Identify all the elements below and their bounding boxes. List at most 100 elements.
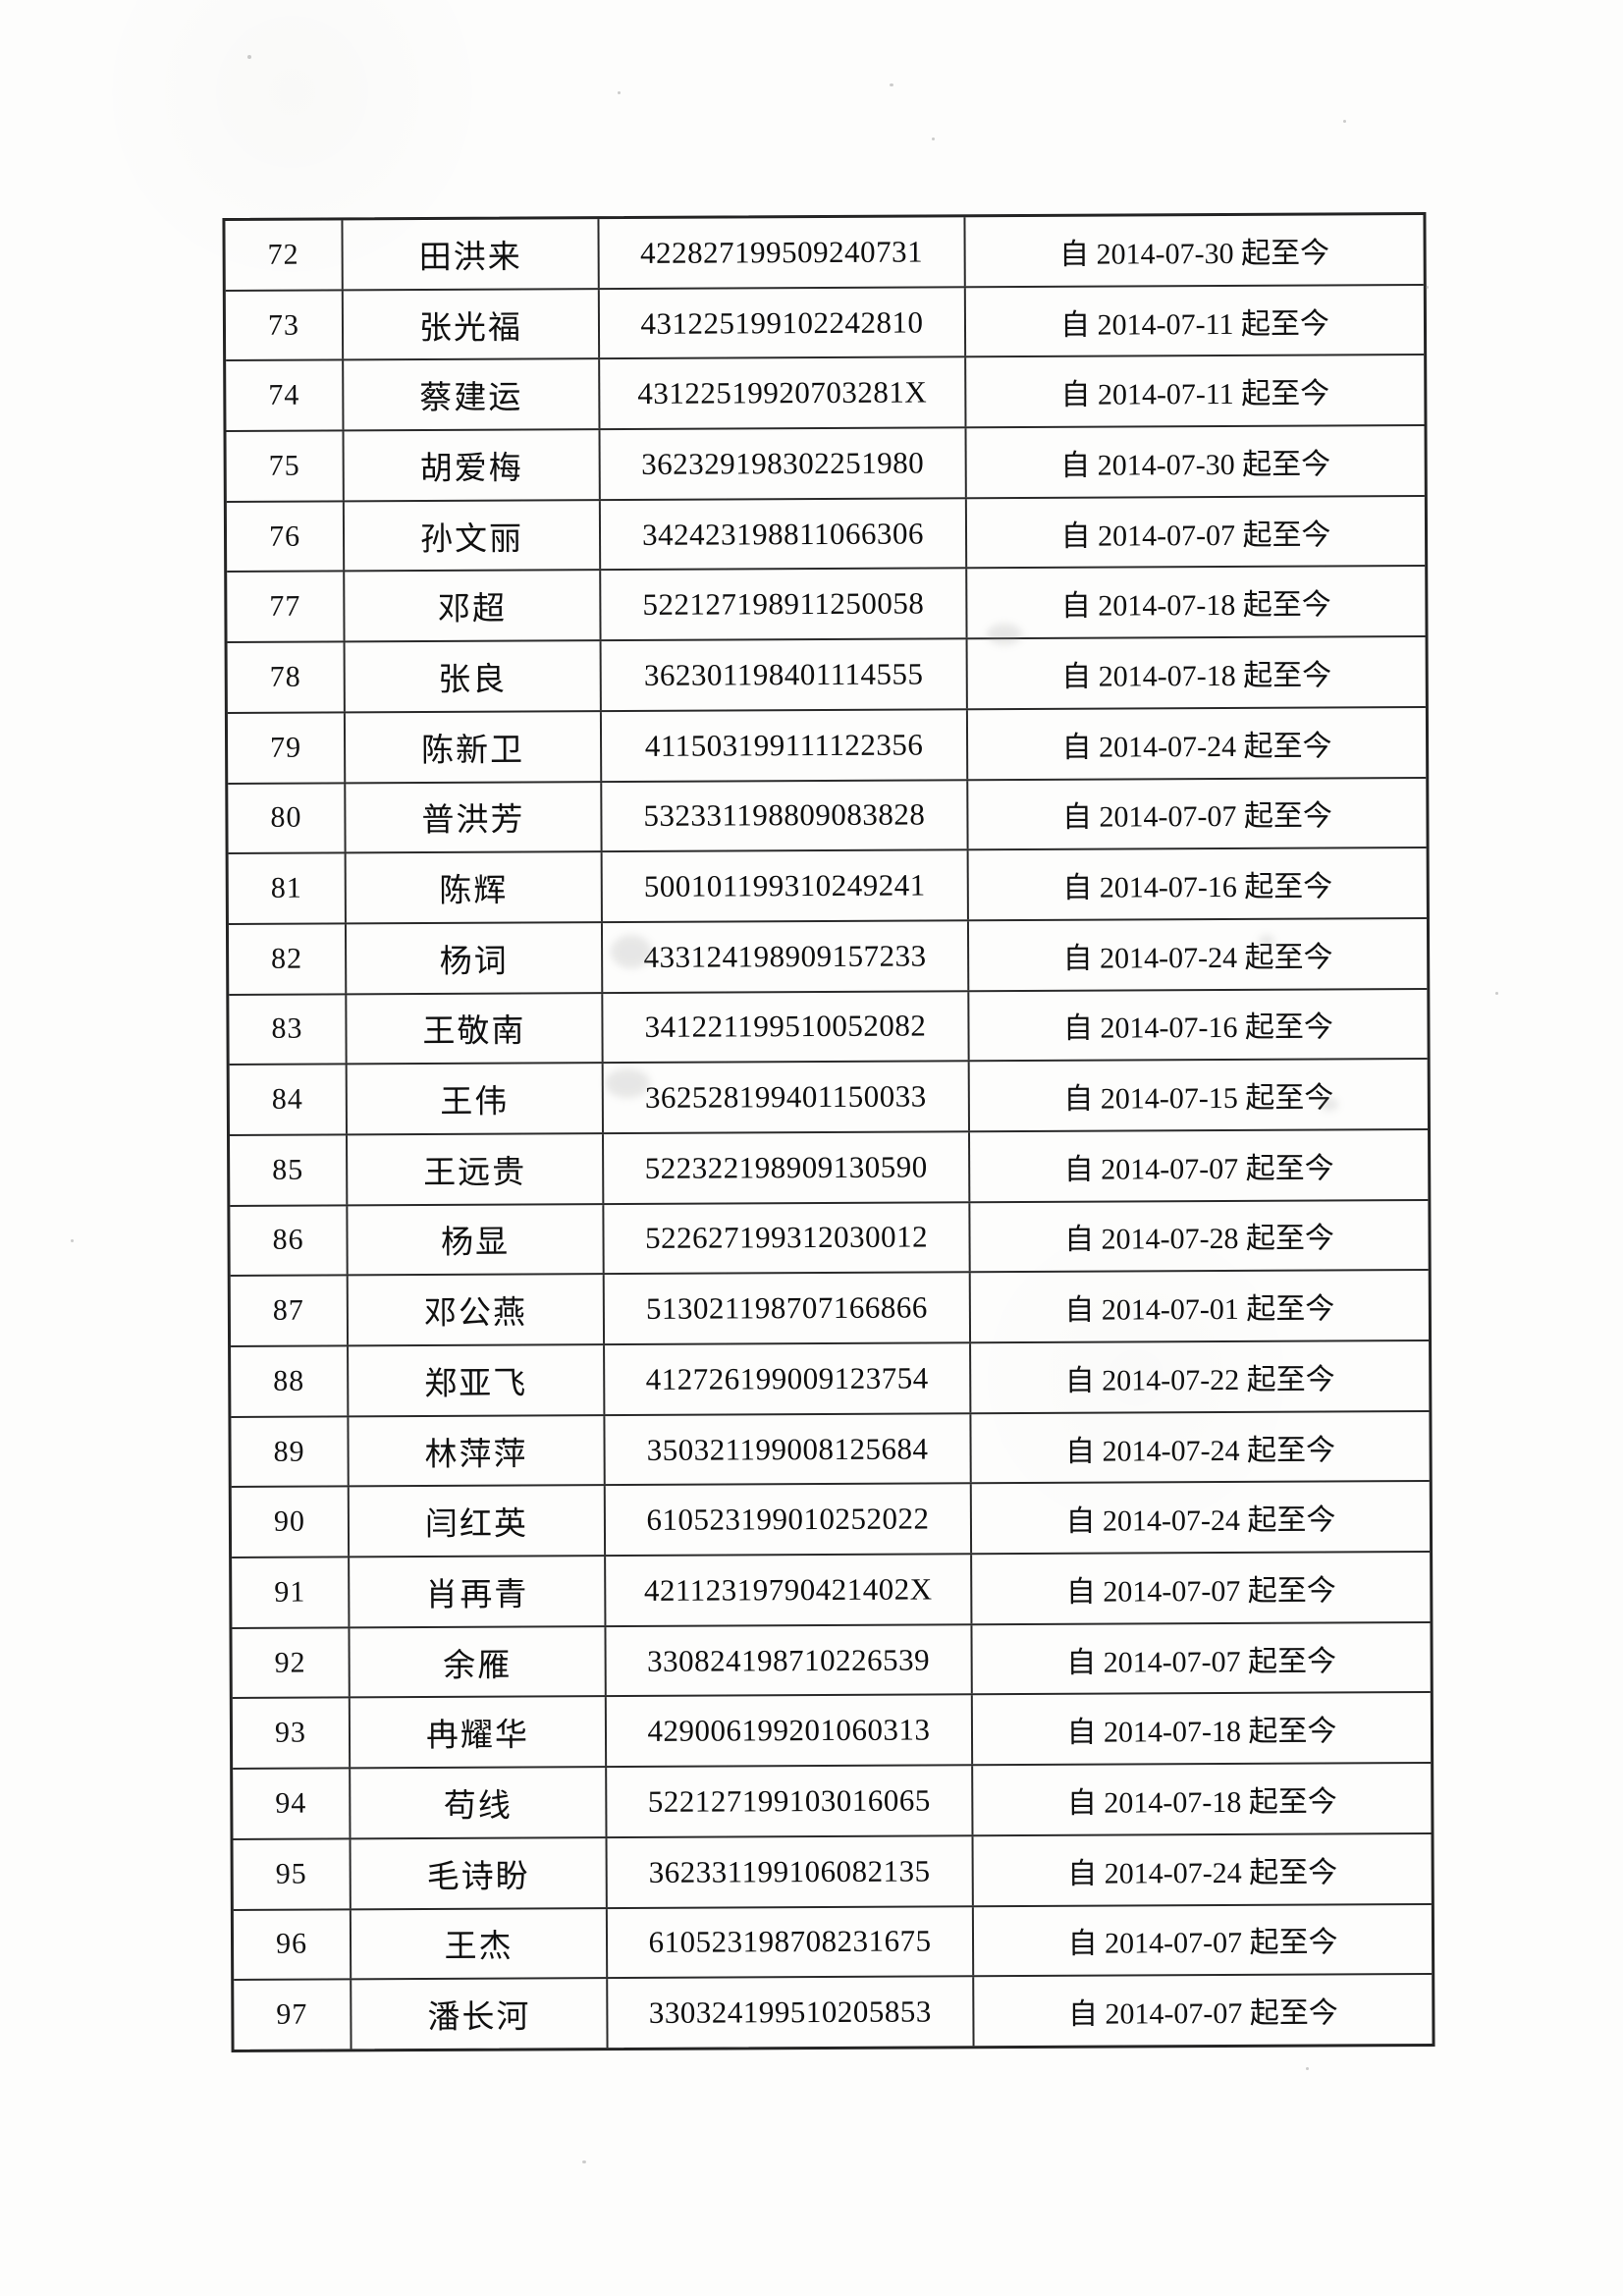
cell-id: 341221199510052082 [601, 991, 968, 1063]
scan-speckle [247, 55, 251, 59]
cell-no: 94 [275, 1786, 307, 1820]
cell-name: 闫红英 [347, 1486, 605, 1557]
table-row: 80 普洪芳 532331198809083828 自 2014-07-07 起至今 [228, 776, 1427, 853]
cell-period: 自 2014-07-11 起至今 [963, 285, 1425, 356]
cell-id: 362301198401114555 [599, 639, 966, 710]
cell-period: 自 2014-07-18 起至今 [970, 1693, 1432, 1765]
record-table: 72 田洪来 422827199509240731 自 2014-07-30 起至今 7… [222, 212, 1435, 2052]
cell-id: 330324199510205853 [606, 1977, 973, 2048]
cell-period: 自 2014-07-16 起至今 [967, 989, 1428, 1061]
cell-no: 75 [268, 449, 300, 482]
cell-no: 78 [269, 660, 301, 693]
cell-name: 张良 [343, 641, 600, 712]
cell-period: 自 2014-07-30 起至今 [963, 215, 1424, 287]
table-row: 89 林萍萍 350321199008125684 自 2014-07-24 起至今 [231, 1409, 1430, 1487]
cell-no: 82 [271, 942, 303, 975]
table-row: 76 孙文丽 342423198811066306 自 2014-07-07 起至今 [226, 494, 1426, 572]
cell-no: 85 [272, 1153, 304, 1186]
table-row: 83 王敬南 341221199510052082 自 2014-07-16 起至今 [229, 987, 1428, 1065]
cell-id: 362329198302251980 [598, 428, 965, 499]
cell-id: 522322198909130590 [602, 1132, 969, 1203]
cell-no: 79 [269, 731, 302, 764]
cell-period: 自 2014-07-22 起至今 [969, 1341, 1430, 1412]
scan-smudge [987, 624, 1022, 645]
cell-no: 76 [268, 519, 301, 553]
cell-period: 自 2014-07-24 起至今 [971, 1833, 1432, 1905]
scan-smudge [1321, 1098, 1338, 1111]
cell-period: 自 2014-07-24 起至今 [966, 918, 1428, 990]
cell-no: 73 [267, 308, 300, 342]
cell-name: 余雁 [348, 1626, 605, 1697]
table-row: 86 杨显 522627199312030012 自 2014-07-28 起至今 [230, 1198, 1429, 1276]
cell-period: 自 2014-07-07 起至今 [971, 1904, 1433, 1976]
cell-name: 邓超 [343, 571, 600, 641]
cell-period: 自 2014-07-07 起至今 [964, 496, 1426, 568]
table-row: 77 邓超 522127198911250058 自 2014-07-18 起至今 [227, 565, 1426, 642]
scan-smudge [1259, 935, 1274, 947]
table-row: 85 王远贵 522322198909130590 自 2014-07-07 起至今 [230, 1127, 1429, 1205]
cell-name: 肖再青 [348, 1557, 605, 1627]
cell-name: 苟线 [349, 1768, 606, 1838]
cell-no: 90 [273, 1504, 306, 1538]
cell-name: 杨词 [344, 923, 602, 993]
cell-period: 自 2014-07-07 起至今 [968, 1129, 1429, 1201]
cell-no: 84 [271, 1082, 303, 1116]
scan-speckle [618, 91, 621, 94]
cell-period: 自 2014-07-24 起至今 [969, 1411, 1430, 1483]
cell-id: 412726199009123754 [603, 1343, 970, 1414]
cell-id: 43122519920703281X [598, 357, 965, 429]
scan-speckle [582, 2160, 586, 2163]
cell-no: 77 [269, 589, 301, 624]
cell-id: 522127198911250058 [599, 569, 966, 640]
scan-speckle [1306, 2067, 1309, 2070]
cell-period: 自 2014-07-07 起至今 [970, 1553, 1431, 1624]
cell-name: 王远贵 [346, 1134, 603, 1205]
cell-period: 自 2014-07-07 起至今 [970, 1622, 1431, 1694]
table-row: 84 王伟 362528199401150033 自 2014-07-15 起至今 [229, 1058, 1428, 1134]
cell-id: 522627199312030012 [602, 1202, 969, 1274]
table-row: 88 郑亚飞 412726199009123754 自 2014-07-22 起至今 [231, 1339, 1430, 1416]
table-row: 73 张光福 431225199102242810 自 2014-07-11 起至今 [225, 283, 1425, 360]
cell-name: 蔡建运 [342, 359, 599, 430]
cell-period: 自 2014-07-24 起至今 [965, 707, 1427, 779]
cell-id: 429006199201060313 [604, 1695, 972, 1767]
cell-period: 自 2014-07-24 起至今 [969, 1482, 1431, 1554]
scan-speckle [1426, 286, 1429, 289]
table-row: 92 余雁 330824198710226539 自 2014-07-07 起至今 [232, 1620, 1431, 1698]
table-row: 91 肖再青 42112319790421402X 自 2014-07-07 起至今 [232, 1551, 1431, 1627]
cell-period: 自 2014-07-15 起至今 [967, 1060, 1428, 1131]
cell-no: 83 [271, 1012, 303, 1046]
cell-name: 王伟 [345, 1064, 602, 1134]
cell-name: 潘长河 [350, 1979, 607, 2050]
cell-id: 362331199106082135 [605, 1836, 972, 1907]
cell-no: 86 [272, 1224, 304, 1257]
cell-period: 自 2014-07-07 起至今 [966, 778, 1427, 849]
cell-period: 自 2014-07-07 起至今 [972, 1975, 1433, 2047]
cell-id: 532331198809083828 [600, 780, 967, 851]
table-row: 90 闫红英 610523199010252022 自 2014-07-24 起至今 [231, 1480, 1431, 1558]
cell-no: 74 [268, 378, 300, 411]
cell-no: 96 [275, 1927, 308, 1961]
cell-no: 91 [274, 1575, 306, 1609]
cell-period: 自 2014-07-18 起至今 [965, 637, 1426, 709]
cell-name: 胡爱梅 [342, 430, 599, 501]
cell-id: 42112319790421402X [604, 1555, 971, 1625]
table-row: 79 陈新卫 411503199111122356 自 2014-07-24 起至今 [227, 705, 1427, 783]
cell-name: 林萍萍 [347, 1415, 604, 1486]
cell-name: 陈辉 [344, 852, 601, 923]
cell-id: 330824198710226539 [604, 1625, 971, 1696]
scan-speckle [932, 137, 935, 140]
cell-no: 97 [276, 1997, 308, 2031]
table-row: 95 毛诗盼 362331199106082135 自 2014-07-24 起至今 [233, 1831, 1432, 1909]
table-row: 82 杨词 433124198909157233 自 2014-07-24 起至今 [228, 916, 1428, 994]
cell-period: 自 2014-07-18 起至今 [971, 1764, 1432, 1835]
cell-no: 72 [267, 238, 299, 271]
cell-id: 522127199103016065 [605, 1766, 972, 1836]
table-row: 87 邓公燕 513021198707166866 自 2014-07-01 起至今 [230, 1269, 1430, 1345]
cell-id: 411503199111122356 [599, 710, 967, 781]
cell-period: 自 2014-07-18 起至今 [965, 567, 1426, 638]
cell-name: 邓公燕 [346, 1275, 604, 1345]
scan-speckle [1343, 120, 1346, 123]
cell-no: 95 [275, 1857, 307, 1890]
cell-no: 80 [270, 800, 302, 835]
